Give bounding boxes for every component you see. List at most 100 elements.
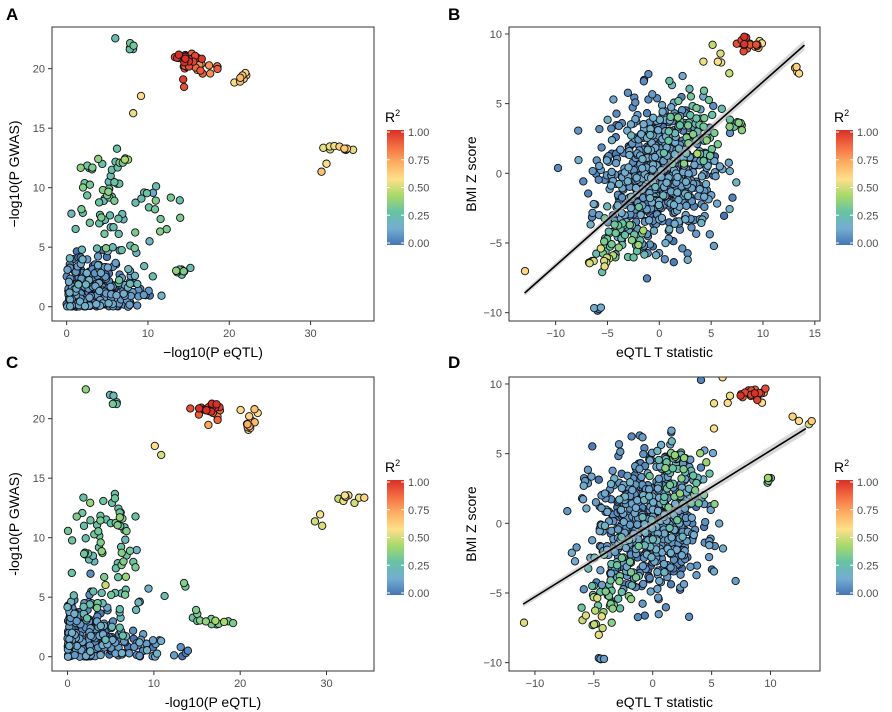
data-point <box>682 201 691 210</box>
data-point <box>673 113 683 122</box>
data-point <box>675 121 685 130</box>
data-point <box>706 505 715 515</box>
data-point <box>125 649 134 658</box>
regression-line <box>524 44 805 294</box>
data-point <box>666 580 676 589</box>
data-point <box>155 227 165 236</box>
data-point <box>676 570 685 579</box>
data-point <box>627 581 636 590</box>
legend-title: R2 <box>834 458 849 475</box>
data-point <box>96 538 105 547</box>
x-tick-label: 10 <box>764 678 776 690</box>
data-point <box>110 196 119 205</box>
data-point <box>183 646 193 655</box>
data-point <box>734 118 743 127</box>
data-point <box>659 148 669 158</box>
data-point <box>591 498 601 507</box>
data-point <box>614 440 624 449</box>
data-point <box>131 228 140 237</box>
legend-tick-label: 0.00 <box>857 588 878 600</box>
data-point <box>723 398 732 408</box>
data-point <box>139 290 148 300</box>
data-point <box>83 191 92 200</box>
data-point <box>662 178 671 187</box>
data-point <box>150 205 160 214</box>
data-point <box>72 512 81 521</box>
data-point <box>639 449 648 459</box>
data-point <box>67 568 76 578</box>
data-point <box>588 536 597 545</box>
data-point <box>130 271 140 280</box>
data-point <box>577 603 586 612</box>
y-tick-label: 5 <box>496 449 502 461</box>
data-point <box>567 548 576 557</box>
data-point <box>687 223 696 232</box>
data-point <box>81 534 90 543</box>
data-point <box>633 496 642 505</box>
data-point <box>657 213 667 223</box>
data-point <box>186 404 195 413</box>
y-tick-label: −5 <box>489 588 502 600</box>
legend-tick-label: 1.00 <box>408 127 429 139</box>
data-point <box>705 230 714 239</box>
data-point <box>156 636 166 646</box>
data-point <box>673 172 682 182</box>
data-point <box>645 471 654 481</box>
data-point <box>654 126 663 135</box>
data-point <box>166 193 175 202</box>
y-axis-label: BMI Z score <box>463 486 479 562</box>
x-tick-label: 0 <box>64 328 70 340</box>
legend-tick-label: 1.00 <box>408 477 429 489</box>
data-point <box>595 124 604 134</box>
data-point <box>213 64 222 74</box>
data-point <box>614 121 623 131</box>
data-point <box>553 163 563 173</box>
y-axis-label: -log10(P GWAS) <box>6 472 22 575</box>
data-point <box>579 481 588 490</box>
data-point <box>660 568 669 577</box>
data-point <box>598 623 607 633</box>
data-point <box>520 266 530 276</box>
data-point <box>236 73 245 82</box>
data-point <box>644 485 654 494</box>
data-point <box>718 544 728 553</box>
data-point <box>607 124 616 133</box>
data-point <box>597 580 607 590</box>
data-point <box>77 245 87 254</box>
data-point <box>71 224 80 234</box>
data-point <box>594 175 603 184</box>
data-point <box>179 578 189 588</box>
panel-letter-b: B <box>448 5 460 24</box>
data-point <box>683 121 693 130</box>
data-point <box>692 229 701 238</box>
data-point <box>75 297 85 306</box>
data-point <box>174 50 183 59</box>
data-point <box>129 41 138 50</box>
data-point <box>610 220 619 229</box>
data-point <box>627 236 637 245</box>
data-point <box>640 611 649 620</box>
data-point <box>606 576 615 585</box>
data-point <box>94 154 103 164</box>
data-point <box>667 533 676 542</box>
legend-tick-label: 0.75 <box>408 505 429 517</box>
data-point <box>140 261 149 271</box>
data-point <box>648 535 657 544</box>
data-point <box>673 516 682 525</box>
data-point <box>685 84 694 93</box>
data-point <box>152 649 162 658</box>
data-point <box>654 610 663 619</box>
data-point <box>70 609 79 618</box>
data-point <box>114 573 123 582</box>
data-point <box>628 485 637 495</box>
data-point <box>115 623 124 632</box>
data-point <box>179 75 188 84</box>
data-point <box>651 251 661 260</box>
data-point <box>654 455 663 465</box>
data-point <box>700 202 709 212</box>
data-point <box>201 617 211 626</box>
legend-tick-label: 0.25 <box>857 210 878 222</box>
plot-frame <box>508 26 821 322</box>
data-point <box>715 162 724 171</box>
data-point <box>710 128 719 138</box>
